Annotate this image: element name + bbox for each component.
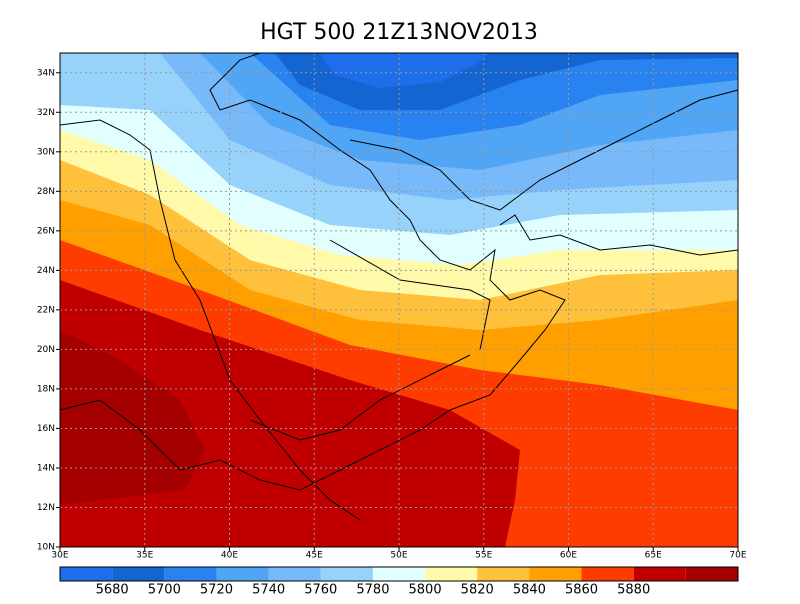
x-tick-label: 30E (51, 551, 68, 561)
colorbar-label: 5700 (148, 583, 181, 598)
x-tick-label: 70E (729, 551, 746, 561)
coastline (59, 99, 566, 491)
x-tick-label: 50E (390, 551, 407, 561)
y-tick-label: 10N (37, 543, 55, 553)
x-tick-label: 35E (136, 551, 153, 561)
y-tick-label: 12N (37, 503, 55, 513)
x-tick-label: 45E (306, 551, 323, 561)
y-tick-label: 26N (37, 226, 55, 236)
colorbar-label: 5860 (565, 583, 598, 598)
ticks: 30E 35E 40E 45E 50E 55E 60E 65E 70E 10N 12N 14N 16N 1… (37, 68, 747, 560)
colorbar-frame (59, 566, 739, 582)
border (329, 239, 491, 351)
y-tick-label: 22N (37, 305, 55, 315)
colorbar-box (529, 567, 582, 581)
y-tick-label: 28N (37, 187, 55, 197)
coastline (499, 214, 739, 256)
y-tick-label: 20N (37, 345, 55, 355)
colorbar-box (372, 567, 426, 581)
coastlines (59, 52, 739, 521)
colorbar-label: 5680 (96, 583, 129, 598)
colorbar-label: 5760 (304, 583, 337, 598)
colorbar-label: 5740 (252, 583, 285, 598)
x-tick-label: 65E (645, 551, 662, 561)
border (249, 354, 471, 441)
colorbar-box (477, 567, 530, 581)
y-tick-label: 34N (37, 68, 55, 78)
y-tick-label: 30N (37, 147, 55, 157)
y-tick-label: 18N (37, 384, 55, 394)
colorbar-box (633, 567, 686, 581)
contour-band (320, 53, 490, 88)
colorbar-box (60, 567, 113, 581)
colorbar-label: 5720 (200, 583, 233, 598)
colorbar-box (685, 567, 738, 581)
colorbar-label: 5800 (409, 583, 442, 598)
colorbar-box (425, 567, 478, 581)
colorbar: 5680 5700 5720 5740 5760 5780 5800 5820 5840 5860… (59, 566, 739, 598)
y-tick-label: 14N (37, 463, 55, 473)
colorbar-box (216, 567, 269, 581)
contour-band (60, 330, 205, 505)
colorbar-box (268, 567, 321, 581)
x-tick-label: 55E (475, 551, 492, 561)
coastline (59, 119, 361, 521)
colorbar-box (320, 567, 373, 581)
colorbar-box (112, 567, 165, 581)
x-tick-label: 40E (221, 551, 238, 561)
colorbar-label: 5840 (513, 583, 546, 598)
colorbar-label: 5880 (617, 583, 650, 598)
y-tick-label: 16N (37, 424, 55, 434)
colorbar-box (164, 567, 217, 581)
chart-title: HGT 500 21Z13NOV2013 (260, 20, 538, 45)
border (349, 89, 739, 211)
colorbar-label: 5780 (356, 583, 389, 598)
colorbar-label: 5820 (461, 583, 494, 598)
colorbar-box (581, 567, 634, 581)
y-tick-label: 24N (37, 266, 55, 276)
x-tick-label: 60E (560, 551, 577, 561)
border (209, 52, 261, 111)
y-tick-label: 32N (37, 108, 55, 118)
